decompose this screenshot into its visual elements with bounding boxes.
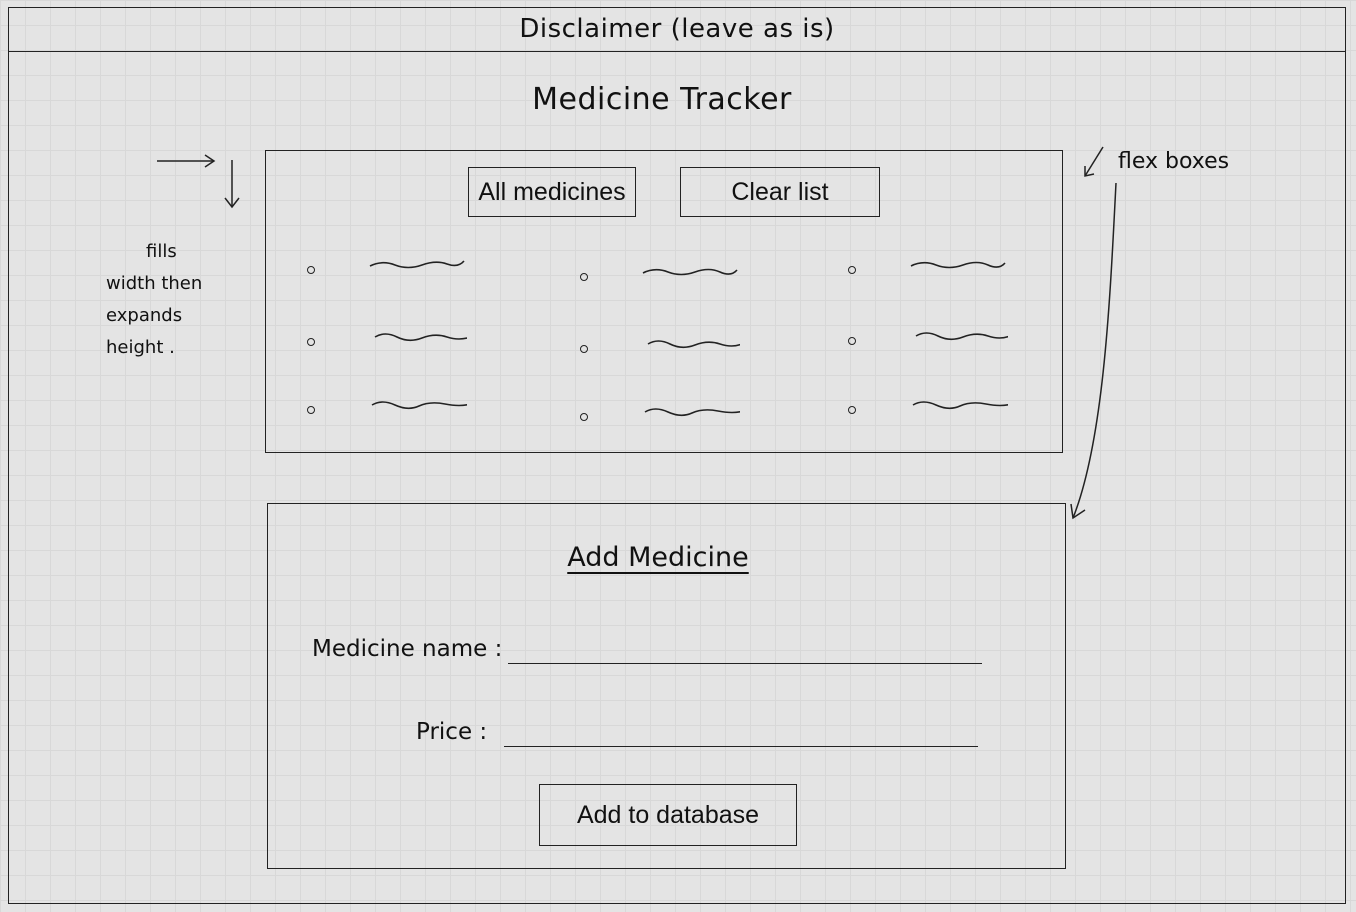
bullet-icon bbox=[580, 345, 588, 353]
list-item bbox=[848, 327, 1068, 357]
price-label: Price : bbox=[416, 719, 488, 745]
bullet-icon bbox=[307, 406, 315, 414]
left-note-line: expands bbox=[106, 305, 183, 326]
medicine-list-panel: All medicines Clear list bbox=[265, 150, 1063, 453]
placeholder-text-squiggle bbox=[642, 268, 738, 276]
placeholder-text-squiggle bbox=[369, 260, 465, 269]
bullet-icon bbox=[848, 266, 856, 274]
price-input[interactable] bbox=[504, 719, 978, 747]
placeholder-text-squiggle bbox=[374, 333, 467, 342]
page-title: Medicine Tracker bbox=[532, 82, 792, 117]
curved-arrow-icon bbox=[1070, 182, 1117, 520]
add-medicine-title: Add Medicine bbox=[567, 542, 749, 573]
flex-pointer-arrow-icon bbox=[1084, 146, 1104, 177]
placeholder-text-squiggle bbox=[371, 401, 467, 410]
list-item bbox=[580, 403, 800, 433]
flex-boxes-note: flex boxes bbox=[1118, 149, 1230, 174]
down-arrow-icon bbox=[224, 160, 240, 209]
add-to-database-button[interactable]: Add to database bbox=[539, 784, 797, 846]
list-item bbox=[848, 256, 1068, 286]
medicine-name-label: Medicine name : bbox=[312, 636, 503, 662]
list-item bbox=[848, 396, 1068, 426]
list-item bbox=[580, 335, 800, 365]
list-item bbox=[307, 256, 527, 286]
clear-list-button[interactable]: Clear list bbox=[680, 167, 880, 217]
list-item bbox=[307, 396, 527, 426]
placeholder-text-squiggle bbox=[912, 401, 1008, 410]
add-medicine-panel: Add Medicine Medicine name : Price : Add… bbox=[267, 503, 1066, 869]
bullet-icon bbox=[580, 273, 588, 281]
placeholder-text-squiggle bbox=[910, 261, 1006, 269]
right-arrow-icon bbox=[157, 154, 216, 168]
disclaimer-text: Disclaimer (leave as is) bbox=[519, 14, 835, 44]
left-note-line: fills bbox=[146, 241, 177, 262]
list-item bbox=[307, 328, 527, 358]
placeholder-text-squiggle bbox=[647, 340, 740, 349]
medicine-name-input[interactable] bbox=[508, 636, 982, 664]
bullet-icon bbox=[580, 413, 588, 421]
placeholder-text-squiggle bbox=[915, 332, 1008, 341]
bullet-icon bbox=[307, 266, 315, 274]
all-medicines-button[interactable]: All medicines bbox=[468, 167, 636, 217]
list-item bbox=[580, 263, 800, 293]
bullet-icon bbox=[848, 337, 856, 345]
bullet-icon bbox=[848, 406, 856, 414]
bullet-icon bbox=[307, 338, 315, 346]
disclaimer-header: Disclaimer (leave as is) bbox=[8, 7, 1346, 52]
left-note-line: width then bbox=[106, 273, 203, 294]
browser-frame bbox=[8, 7, 1346, 904]
left-note-line: height . bbox=[106, 337, 175, 358]
placeholder-text-squiggle bbox=[644, 408, 740, 417]
left-annotation-note: fills width then expands height . bbox=[106, 236, 202, 364]
